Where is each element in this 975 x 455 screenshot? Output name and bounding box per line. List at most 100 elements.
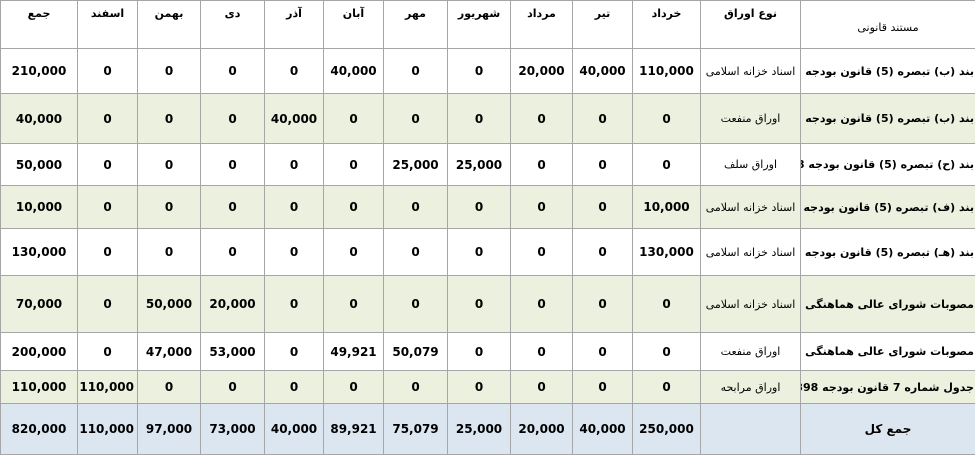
cell-value: 50,000: [1, 144, 78, 186]
cell-value: 0: [265, 49, 324, 94]
table-row: بند (ب) تبصره (5) قانون بودجه 1398اسناد …: [1, 49, 975, 94]
cell-value: 0: [511, 229, 573, 276]
total-label: جمع کل: [801, 404, 975, 455]
cell-value: 50,000: [138, 276, 201, 333]
cell-value: 0: [573, 333, 633, 371]
cell-value: 40,000: [265, 94, 324, 144]
column-header: دی: [201, 1, 265, 49]
column-header: جمع: [1, 1, 78, 49]
cell-value: 0: [138, 371, 201, 404]
cell-value: 40,000: [1, 94, 78, 144]
table-row: بند (ف) تبصره (5) قانون بودجه 1398اسناد …: [1, 186, 975, 229]
legal-document: جدول شماره 7 قانون بودجه 1398: [801, 371, 975, 404]
cell-value: 0: [265, 371, 324, 404]
cell-value: 0: [633, 94, 701, 144]
total-value: 25,000: [448, 404, 511, 455]
cell-value: 47,000: [138, 333, 201, 371]
legal-document: بند (ح) تبصره (5) قانون بودجه 1398: [801, 144, 975, 186]
bond-type: اوراق سلف: [701, 144, 801, 186]
cell-value: 0: [201, 94, 265, 144]
table-row: بند (ح) تبصره (5) قانون بودجه 1398اوراق …: [1, 144, 975, 186]
cell-value: 200,000: [1, 333, 78, 371]
cell-value: 0: [448, 94, 511, 144]
cell-value: 0: [384, 371, 448, 404]
cell-value: 0: [448, 333, 511, 371]
cell-value: 0: [384, 186, 448, 229]
cell-value: 0: [265, 229, 324, 276]
table-row: مصوبات شورای عالی هماهنگی اقتصادیاسناد خ…: [1, 276, 975, 333]
cell-value: 0: [633, 276, 701, 333]
cell-value: 0: [138, 144, 201, 186]
bond-type: اوراق مرابحه: [701, 371, 801, 404]
cell-value: 0: [448, 276, 511, 333]
cell-value: 0: [384, 94, 448, 144]
bond-type: اسناد خزانه اسلامی: [701, 49, 801, 94]
cell-value: 0: [573, 186, 633, 229]
empty-cell: [701, 404, 801, 455]
column-header: شهریور: [448, 1, 511, 49]
cell-value: 130,000: [1, 229, 78, 276]
legal-document: بند (ب) تبصره (5) قانون بودجه 1398: [801, 49, 975, 94]
total-value: 97,000: [138, 404, 201, 455]
cell-value: 50,079: [384, 333, 448, 371]
total-value: 250,000: [633, 404, 701, 455]
cell-value: 0: [78, 229, 138, 276]
bond-type: اسناد خزانه اسلامی: [701, 229, 801, 276]
cell-value: 0: [324, 94, 384, 144]
cell-value: 0: [138, 94, 201, 144]
cell-value: 0: [511, 371, 573, 404]
cell-value: 25,000: [384, 144, 448, 186]
column-header: آذر: [265, 1, 324, 49]
cell-value: 0: [265, 333, 324, 371]
column-header: مهر: [384, 1, 448, 49]
bond-type: اسناد خزانه اسلامی: [701, 186, 801, 229]
cell-value: 0: [511, 186, 573, 229]
total-value: 20,000: [511, 404, 573, 455]
total-value: 73,000: [201, 404, 265, 455]
cell-value: 110,000: [78, 371, 138, 404]
cell-value: 0: [384, 276, 448, 333]
column-header: تیر: [573, 1, 633, 49]
column-header: اسفند: [78, 1, 138, 49]
cell-value: 110,000: [633, 49, 701, 94]
cell-value: 110,000: [1, 371, 78, 404]
cell-value: 0: [324, 229, 384, 276]
cell-value: 0: [78, 94, 138, 144]
cell-value: 0: [573, 276, 633, 333]
cell-value: 0: [78, 276, 138, 333]
column-header: خرداد: [633, 1, 701, 49]
cell-value: 10,000: [1, 186, 78, 229]
cell-value: 0: [448, 229, 511, 276]
table-row: بند (هـ) تبصره (5) قانون بودجه 1398اسناد…: [1, 229, 975, 276]
legal-document: مصوبات شورای عالی هماهنگی اقتصادی: [801, 333, 975, 371]
cell-value: 0: [573, 229, 633, 276]
cell-value: 0: [201, 186, 265, 229]
total-value: 40,000: [573, 404, 633, 455]
cell-value: 0: [138, 186, 201, 229]
legal-document: بند (هـ) تبصره (5) قانون بودجه 1398: [801, 229, 975, 276]
legal-document: بند (ف) تبصره (5) قانون بودجه 1398: [801, 186, 975, 229]
bond-type: اوراق منفعت: [701, 333, 801, 371]
legal-document: مصوبات شورای عالی هماهنگی اقتصادی: [801, 276, 975, 333]
bond-type: اوراق منفعت: [701, 94, 801, 144]
cell-value: 0: [573, 371, 633, 404]
cell-value: 0: [573, 144, 633, 186]
cell-value: 0: [78, 144, 138, 186]
cell-value: 0: [201, 371, 265, 404]
total-value: 820,000: [1, 404, 78, 455]
column-header: بهمن: [138, 1, 201, 49]
total-value: 40,000: [265, 404, 324, 455]
cell-value: 0: [265, 276, 324, 333]
bond-type: اسناد خزانه اسلامی: [701, 276, 801, 333]
cell-value: 0: [633, 333, 701, 371]
cell-value: 0: [384, 49, 448, 94]
cell-value: 49,921: [324, 333, 384, 371]
cell-value: 20,000: [201, 276, 265, 333]
column-header: مستند قانونی: [801, 1, 975, 49]
cell-value: 0: [633, 371, 701, 404]
cell-value: 0: [324, 144, 384, 186]
cell-value: 210,000: [1, 49, 78, 94]
